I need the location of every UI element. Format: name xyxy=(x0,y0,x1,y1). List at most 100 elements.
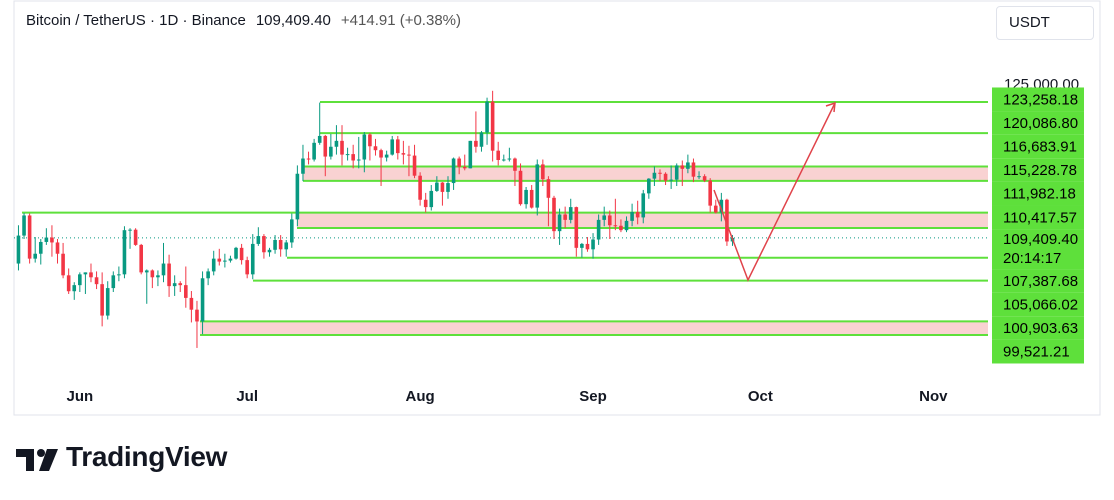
candle-body xyxy=(585,243,590,250)
candle-body xyxy=(22,215,26,236)
candle-body xyxy=(61,253,65,276)
candle-body xyxy=(390,139,395,155)
candle-body xyxy=(306,158,311,160)
candle-body xyxy=(435,182,439,191)
candle-body xyxy=(89,272,93,278)
level-label: 105,066.02 xyxy=(1003,296,1078,313)
level-label-bg xyxy=(992,87,1084,112)
candle-body xyxy=(172,283,177,287)
candle-body xyxy=(256,236,261,244)
symbol: Bitcoin / TetherUS · 1D · Binance xyxy=(26,12,246,29)
candle-body xyxy=(317,135,322,143)
candle-body xyxy=(373,146,378,151)
candle-body xyxy=(580,243,584,248)
candle-body xyxy=(55,242,60,254)
candle-body xyxy=(479,132,484,147)
countdown: 20:14:17 xyxy=(1003,250,1061,267)
candle-body xyxy=(66,275,71,292)
candle-body xyxy=(485,101,489,133)
level-label-bg xyxy=(992,111,1084,135)
candle-body xyxy=(429,190,434,208)
candle-body xyxy=(128,229,132,231)
candle-body xyxy=(144,270,149,273)
level-label: 107,387.68 xyxy=(1003,273,1078,290)
candle-body xyxy=(529,189,534,208)
candle-body xyxy=(217,258,222,262)
level-label: 100,903.63 xyxy=(1003,320,1078,337)
x-tick-label: Sep xyxy=(579,388,607,405)
last-price-label-bg xyxy=(992,229,1084,270)
candle-body xyxy=(83,272,88,275)
candle-body xyxy=(178,283,183,286)
level-label: 115,228.78 xyxy=(1003,162,1077,179)
level-label: 116,683.91 xyxy=(1003,138,1077,155)
candle-body xyxy=(412,155,417,176)
candle-body xyxy=(591,239,595,250)
candle-body xyxy=(100,284,104,316)
candle-body xyxy=(250,243,255,275)
header: Bitcoin / TetherUS · 1D · Binance 109,40… xyxy=(26,12,461,29)
logo-part xyxy=(37,449,45,457)
candle-body xyxy=(16,235,21,264)
candle-body xyxy=(613,225,618,227)
candle-body xyxy=(401,153,406,155)
price-change: +414.91 (+0.38%) xyxy=(340,12,461,29)
candle-body xyxy=(111,275,116,289)
candle-body xyxy=(312,142,316,160)
candle-body xyxy=(552,197,556,232)
candle-body xyxy=(94,277,99,285)
candle-body xyxy=(329,146,333,157)
level-label-bg xyxy=(992,134,1084,159)
candle-body xyxy=(535,164,540,208)
candle-body xyxy=(184,285,188,298)
candle-body xyxy=(44,237,49,242)
candle-body xyxy=(167,263,171,287)
currency-button[interactable]: USDT xyxy=(996,6,1094,40)
candle-body xyxy=(72,285,77,292)
candle-body xyxy=(356,159,361,161)
level-label-bg xyxy=(992,181,1084,206)
candle-body xyxy=(345,154,350,156)
candle-body xyxy=(139,244,143,273)
candle-body xyxy=(273,239,277,250)
level-label-bg xyxy=(992,292,1084,317)
candle-body xyxy=(105,288,110,316)
candle-body xyxy=(379,150,383,158)
x-tick-label: Jul xyxy=(236,388,258,405)
candle-body xyxy=(284,242,289,250)
candle-body xyxy=(708,180,712,206)
logo-part xyxy=(39,449,58,471)
level-label: 120,086.80 xyxy=(1003,115,1078,132)
candle-body xyxy=(228,258,233,261)
candle-body xyxy=(568,207,573,220)
candle-body xyxy=(658,172,662,174)
candle-body xyxy=(680,165,685,169)
candle-body xyxy=(239,247,244,261)
zone xyxy=(303,166,988,181)
candle-body xyxy=(245,260,249,275)
candle-body xyxy=(563,214,567,220)
candle-body xyxy=(619,225,623,231)
candle-body xyxy=(541,164,545,180)
brand: TradingView xyxy=(66,441,228,472)
candle-body xyxy=(602,215,607,220)
candle-body xyxy=(384,154,389,158)
candle-body xyxy=(440,182,445,192)
candle-body xyxy=(446,183,450,192)
candle-body xyxy=(501,159,506,161)
candle-body xyxy=(423,199,428,208)
candle-body xyxy=(38,241,43,254)
projection-arrow xyxy=(713,101,836,282)
candle-body xyxy=(150,270,155,278)
candle-body xyxy=(234,247,238,259)
last-price-label: 109,409.40 xyxy=(1003,231,1078,248)
candle-body xyxy=(161,263,166,276)
candle-body xyxy=(340,140,344,155)
candle-body xyxy=(451,158,456,184)
candle-body xyxy=(546,179,551,198)
arrow-path xyxy=(713,102,836,282)
candle-body xyxy=(206,271,210,279)
candle-body xyxy=(27,215,32,259)
candle-body xyxy=(518,170,523,205)
candle-body xyxy=(351,154,355,161)
